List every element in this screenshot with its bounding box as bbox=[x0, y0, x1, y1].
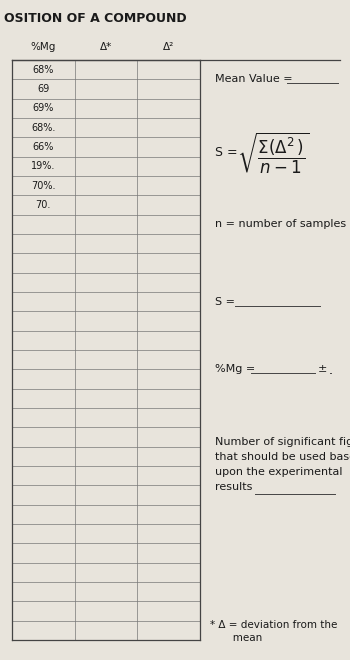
Text: 70.: 70. bbox=[36, 200, 51, 210]
Text: 66%: 66% bbox=[33, 142, 54, 152]
Text: %Mg =: %Mg = bbox=[215, 364, 259, 374]
Text: upon the experimental: upon the experimental bbox=[215, 467, 343, 477]
Text: Δ*: Δ* bbox=[100, 42, 112, 52]
Text: %Mg: %Mg bbox=[31, 42, 56, 52]
Text: $\sqrt{\dfrac{\Sigma(\Delta^2\,)}{n-1}}$: $\sqrt{\dfrac{\Sigma(\Delta^2\,)}{n-1}}$ bbox=[237, 130, 309, 176]
Text: 69: 69 bbox=[37, 84, 49, 94]
Text: 19%.: 19%. bbox=[31, 161, 56, 172]
Text: Δ²: Δ² bbox=[163, 42, 174, 52]
Text: S =: S = bbox=[215, 296, 238, 307]
Text: that should be used based: that should be used based bbox=[215, 452, 350, 462]
Text: mean: mean bbox=[210, 633, 262, 643]
Text: results: results bbox=[215, 482, 256, 492]
Text: 69%: 69% bbox=[33, 104, 54, 114]
Text: Mean Value =: Mean Value = bbox=[215, 75, 296, 84]
Text: 68%: 68% bbox=[33, 65, 54, 75]
Text: OSITION OF A COMPOUND: OSITION OF A COMPOUND bbox=[4, 12, 187, 25]
Text: Number of significant figures: Number of significant figures bbox=[215, 437, 350, 447]
Text: ±: ± bbox=[318, 364, 327, 374]
Text: * Δ = deviation from the: * Δ = deviation from the bbox=[210, 620, 337, 630]
Text: n = number of samples: n = number of samples bbox=[215, 219, 346, 229]
Text: 68%.: 68%. bbox=[31, 123, 56, 133]
Text: S =: S = bbox=[215, 147, 242, 159]
Text: 70%.: 70%. bbox=[31, 181, 56, 191]
